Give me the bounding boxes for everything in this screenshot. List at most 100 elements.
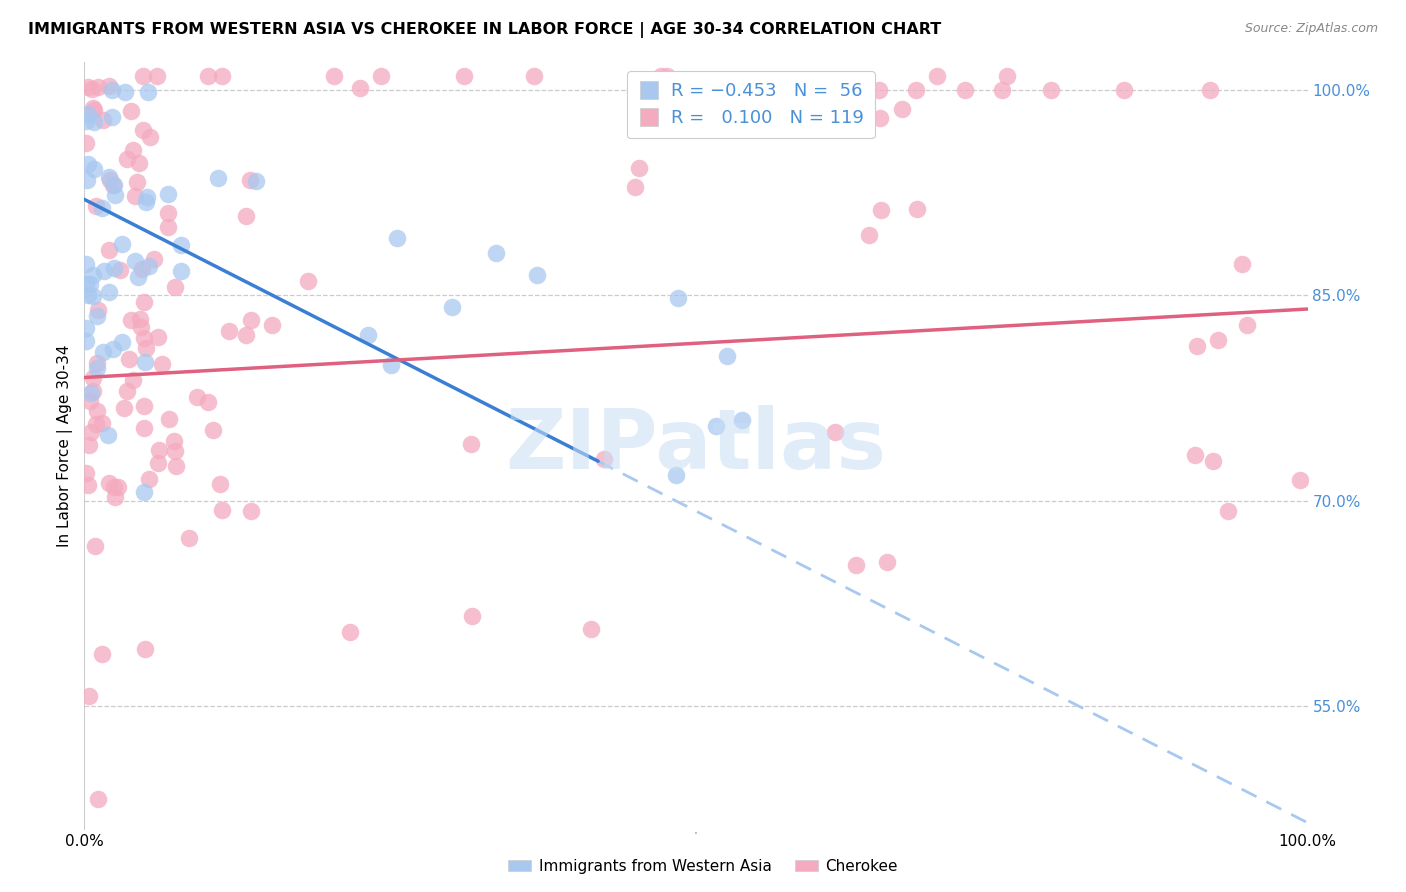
Point xyxy=(460,437,482,451)
Point xyxy=(75,467,97,481)
Point xyxy=(90,416,112,430)
Point xyxy=(1236,318,1258,333)
Point xyxy=(624,180,647,194)
Point xyxy=(87,80,110,95)
Point xyxy=(157,205,180,219)
Point xyxy=(79,394,101,409)
Point xyxy=(115,384,138,398)
Point xyxy=(134,642,156,657)
Point xyxy=(716,349,738,363)
Point xyxy=(146,330,169,344)
Point xyxy=(783,83,806,97)
Point xyxy=(685,83,707,97)
Point xyxy=(107,480,129,494)
Point xyxy=(624,83,647,97)
Point xyxy=(1185,339,1208,353)
Point xyxy=(339,624,361,639)
Point xyxy=(91,112,114,127)
Point xyxy=(245,173,267,187)
Point xyxy=(1114,83,1136,97)
Point xyxy=(235,327,257,342)
Point xyxy=(240,313,263,327)
Point xyxy=(1202,453,1225,467)
Point xyxy=(97,243,120,257)
Point xyxy=(77,288,100,302)
Point xyxy=(385,231,408,245)
Point xyxy=(1216,504,1239,518)
Point xyxy=(953,83,976,97)
Point xyxy=(730,413,752,427)
Point xyxy=(870,203,893,218)
Point xyxy=(869,83,891,97)
Point xyxy=(704,419,727,434)
Point xyxy=(131,123,153,137)
Point xyxy=(104,490,127,504)
Point xyxy=(453,69,475,83)
Point xyxy=(131,261,153,276)
Point xyxy=(370,69,392,83)
Point xyxy=(86,361,108,376)
Point xyxy=(86,309,108,323)
Point xyxy=(84,417,107,432)
Point xyxy=(100,83,122,97)
Point xyxy=(747,83,769,97)
Point xyxy=(858,228,880,243)
Point xyxy=(103,178,125,193)
Point xyxy=(239,173,262,187)
Point xyxy=(460,608,482,623)
Point xyxy=(650,69,672,83)
Point xyxy=(927,69,949,83)
Point xyxy=(82,289,104,303)
Point xyxy=(665,468,688,483)
Point xyxy=(218,324,240,338)
Point xyxy=(211,69,233,83)
Point xyxy=(120,313,142,327)
Point xyxy=(75,334,97,348)
Point xyxy=(100,172,122,186)
Point xyxy=(163,279,186,293)
Text: ZIPatlas: ZIPatlas xyxy=(506,406,886,486)
Point xyxy=(97,428,120,442)
Legend: R = −0.453   N =  56, R =   0.100   N = 119: R = −0.453 N = 56, R = 0.100 N = 119 xyxy=(627,71,875,138)
Y-axis label: In Labor Force | Age 30-34: In Labor Force | Age 30-34 xyxy=(58,344,73,548)
Point xyxy=(91,345,114,359)
Text: IMMIGRANTS FROM WESTERN ASIA VS CHEROKEE IN LABOR FORCE | AGE 30-34 CORRELATION : IMMIGRANTS FROM WESTERN ASIA VS CHEROKEE… xyxy=(28,22,942,38)
Point xyxy=(211,503,233,517)
Point xyxy=(157,412,180,426)
Point xyxy=(139,129,162,144)
Point xyxy=(80,386,103,401)
Point xyxy=(128,155,150,169)
Point xyxy=(207,171,229,186)
Point xyxy=(134,295,156,310)
Point xyxy=(101,178,124,193)
Point xyxy=(132,421,155,435)
Point xyxy=(1039,83,1062,97)
Point xyxy=(1198,83,1220,97)
Point xyxy=(93,264,115,278)
Point xyxy=(75,277,97,291)
Point xyxy=(655,69,678,83)
Point xyxy=(170,264,193,278)
Point xyxy=(146,69,169,83)
Point xyxy=(441,300,464,314)
Point xyxy=(82,268,104,282)
Point xyxy=(138,472,160,486)
Point xyxy=(579,622,602,636)
Point xyxy=(197,69,219,83)
Point xyxy=(132,331,155,345)
Point xyxy=(75,136,97,150)
Point xyxy=(111,335,134,350)
Point xyxy=(170,238,193,252)
Point xyxy=(76,173,98,187)
Point xyxy=(177,531,200,545)
Point xyxy=(97,285,120,300)
Point xyxy=(82,384,104,399)
Point xyxy=(90,201,112,215)
Point xyxy=(91,648,114,662)
Point xyxy=(83,162,105,177)
Point xyxy=(150,357,173,371)
Point xyxy=(115,153,138,167)
Point xyxy=(87,303,110,318)
Point xyxy=(380,359,402,373)
Point xyxy=(79,425,101,439)
